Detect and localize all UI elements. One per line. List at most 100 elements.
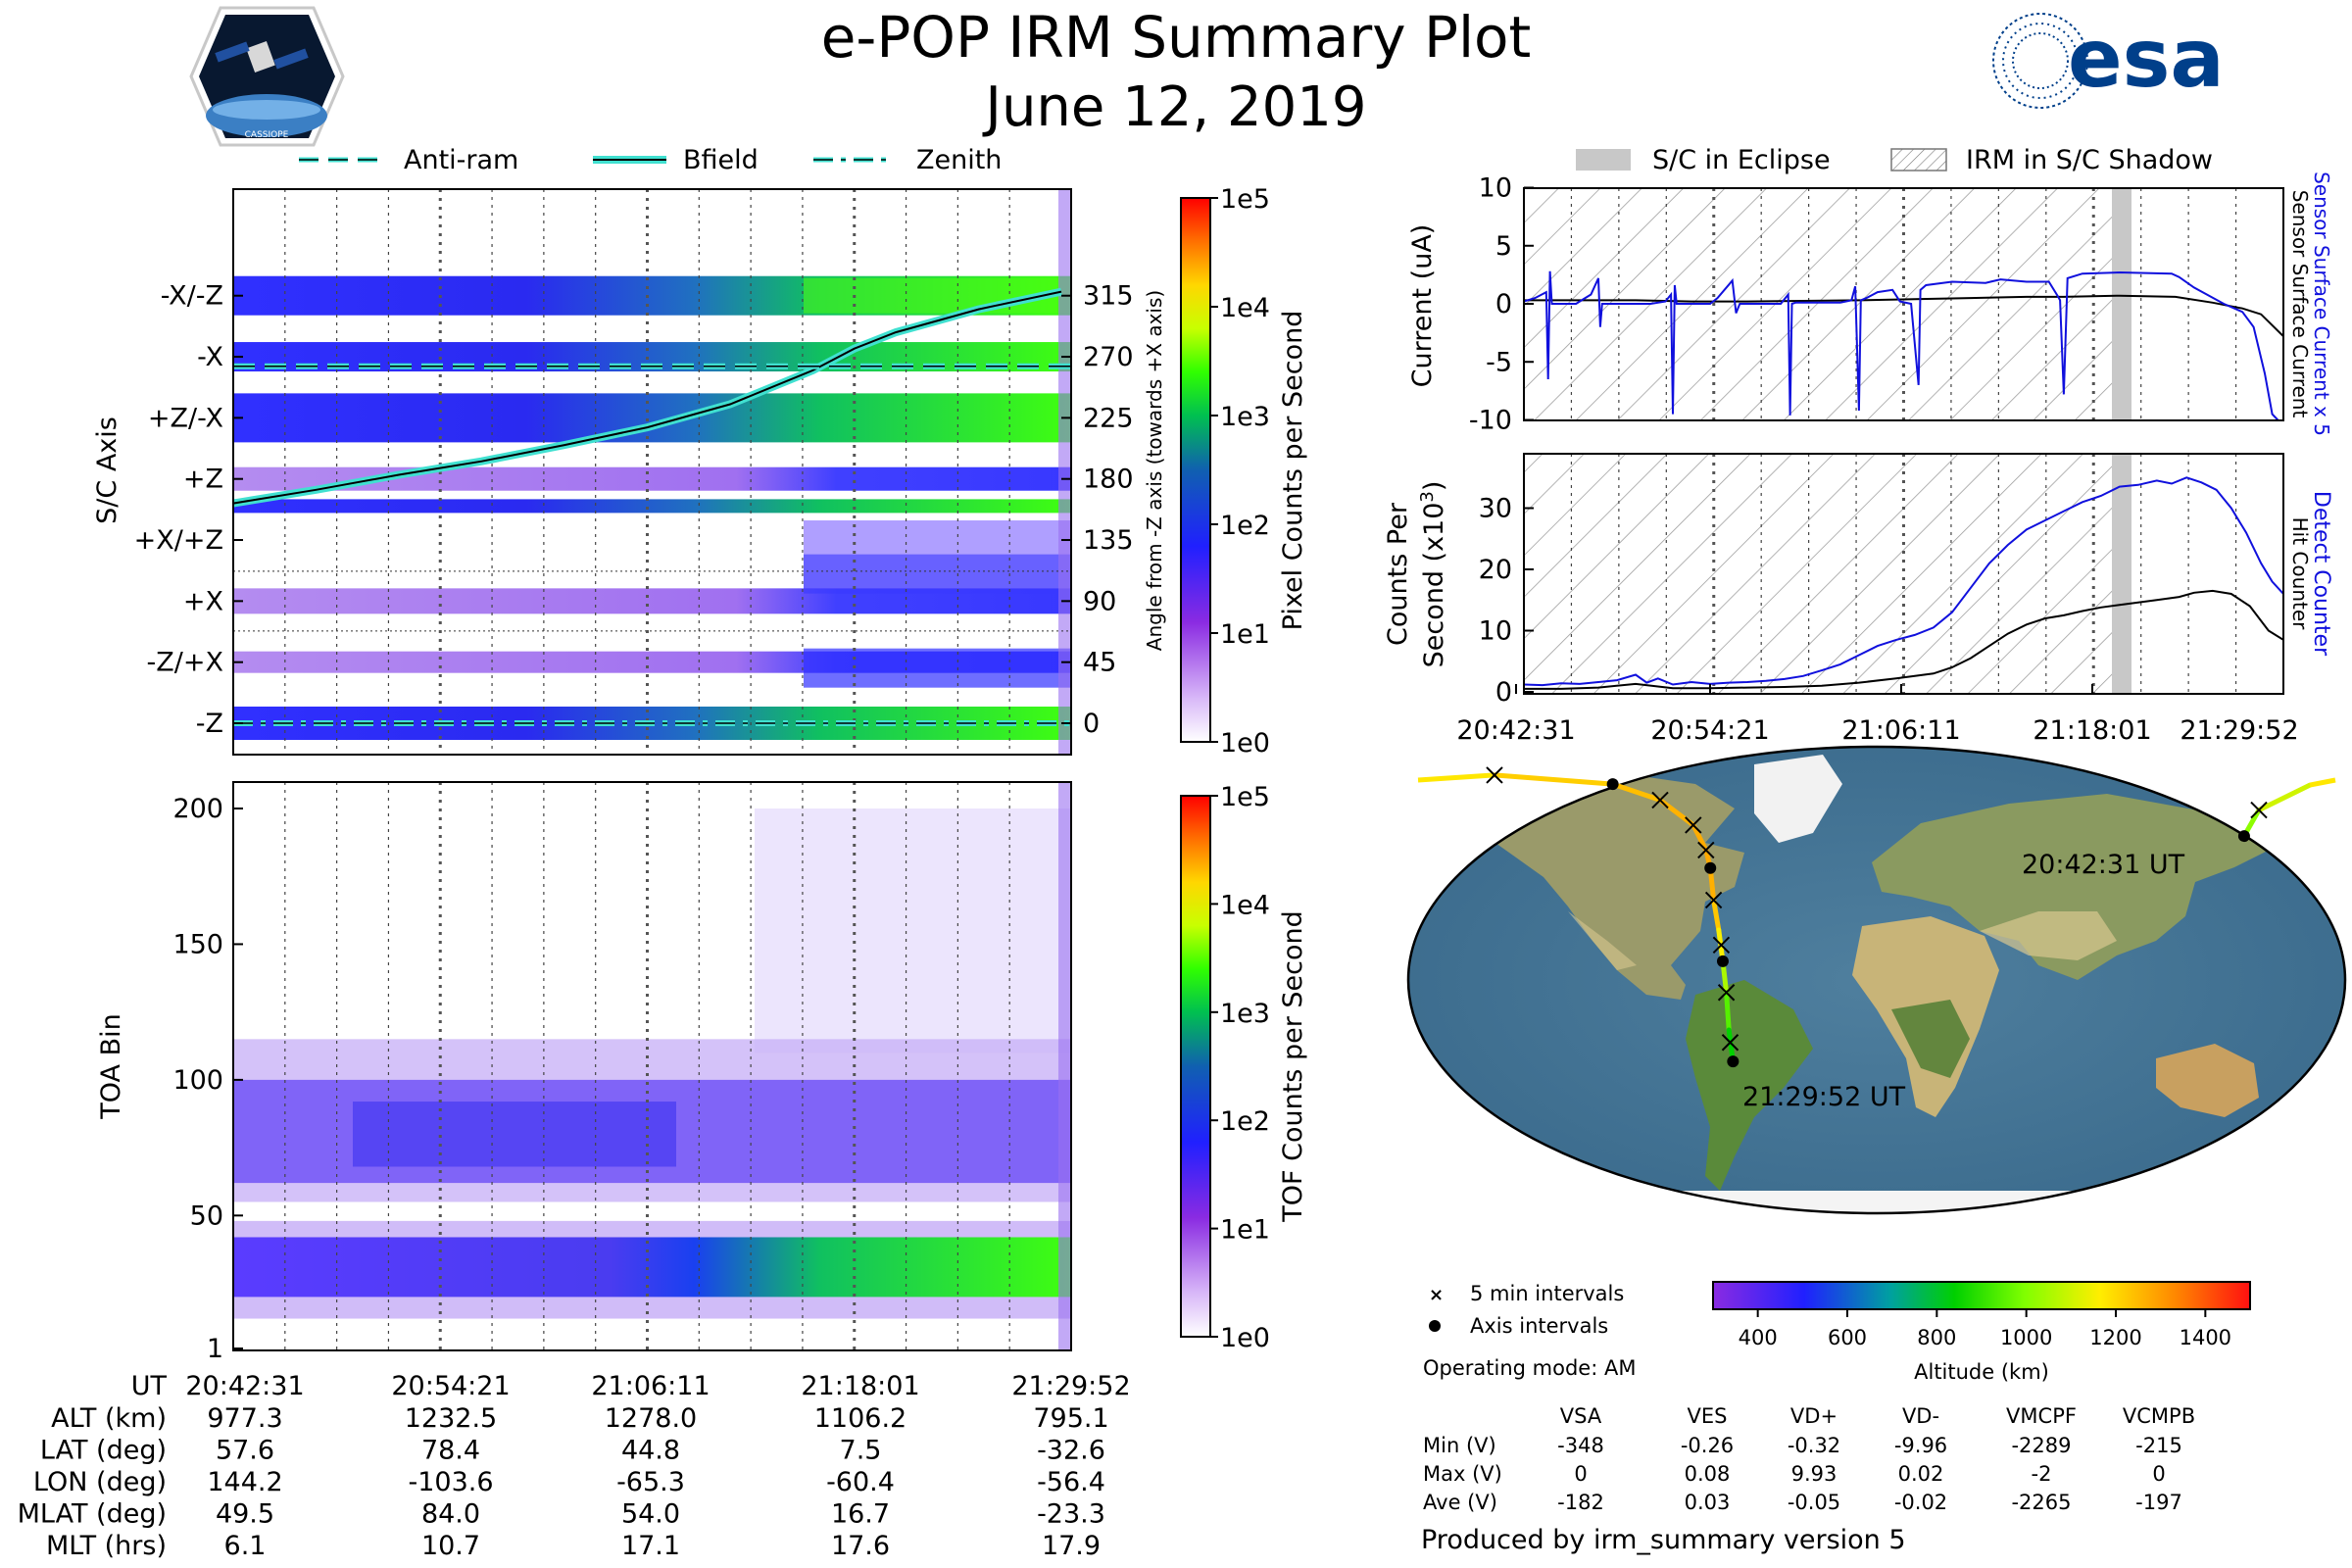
current-right-label-black: Sensor Surface Current (2288, 190, 2312, 418)
voltage-cell-0-1: -0.26 (1681, 1434, 1734, 1457)
voltage-col-5: VCMPB (2123, 1404, 2195, 1428)
ephem-cell-4-4: 17.9 (1042, 1531, 1101, 1561)
counts-xtick-2: 21:06:11 (1841, 715, 1960, 746)
voltage-col-4: VMCPF (2006, 1404, 2077, 1428)
ephem-header-time-5: 21:29:52 (1011, 1371, 1130, 1401)
toa-upper-core (353, 1102, 676, 1167)
counts-xtick-1: 20:54:21 (1650, 715, 1769, 746)
axis-marker-2 (1704, 861, 1717, 874)
sc-angle-ylabel: Angle from -Z axis (towards +X axis) (1143, 290, 1166, 651)
pixel-colorbar-tick-0: 1e5 (1220, 184, 1270, 215)
ephem-header-ut: UT (131, 1371, 168, 1401)
tof-colorbar-tick-5: 1e0 (1220, 1323, 1270, 1353)
track-seg-3-b (1417, 772, 1495, 783)
current-yticks: 10 5 0 -5 -10 (1469, 173, 1534, 436)
sc-angle-tick-1: 270 (1083, 342, 1134, 372)
five-min-marker-0 (2250, 801, 2268, 819)
toa-edge (1058, 782, 1071, 1350)
sc-axis-labels: -X/-Z -X +Z/-X +Z +X/+Z +X -Z/+X -Z (134, 281, 243, 739)
ephem-cell-1-4: -32.6 (1037, 1436, 1105, 1466)
five-min-marker-6 (1712, 936, 1731, 955)
ephem-cell-2-2: -65.3 (616, 1467, 685, 1497)
current-right-label-blue: Sensor Surface Current x 5 (2310, 172, 2333, 436)
toa-ytick-0: 200 (172, 794, 223, 824)
altitude-tick-5: 1400 (2180, 1326, 2231, 1349)
toa-ytick-3: 50 (190, 1200, 223, 1231)
altitude-tick-1: 600 (1828, 1326, 1867, 1349)
altitude-tick-2: 800 (1917, 1326, 1956, 1349)
ephem-cell-4-2: 17.1 (621, 1531, 680, 1561)
sc-angle-tick-5: 90 (1083, 586, 1116, 616)
legend-bfield-label: Bfield (683, 145, 759, 175)
sc-angle-tick-4: 135 (1083, 525, 1134, 556)
ephem-row-label-4: MLT (hrs) (46, 1531, 167, 1561)
counts-ytick-3: 0 (1495, 677, 1512, 708)
top-right-legend: S/C in Eclipse IRM in S/C Shadow (1576, 145, 2213, 175)
tof-colorbar: 1e5 1e4 1e3 1e2 1e1 1e0 TOF Counts per Second (1180, 782, 1308, 1353)
toa-late-noise (755, 808, 1071, 1054)
counts-xtick-0: 20:42:31 (1456, 715, 1575, 746)
pixel-colorbar-tick-1: 1e4 (1220, 293, 1270, 323)
voltage-cell-1-4: -2 (2032, 1462, 2052, 1486)
track-seg-2 (2256, 782, 2313, 813)
ephem-row-label-1: LAT (deg) (40, 1436, 167, 1466)
axis-marker-4 (1727, 1055, 1740, 1068)
ephem-cell-1-0: 57.6 (216, 1436, 274, 1466)
current-ylabel: Current (uA) (1407, 224, 1438, 388)
sc-axis-label-6: -Z/+X (147, 648, 223, 678)
voltage-cell-1-2: 9.93 (1791, 1462, 1838, 1486)
voltage-row-label-2: Ave (V) (1423, 1491, 1497, 1514)
page-title: e-POP IRM Summary Plot (821, 4, 1532, 71)
sensor-current-line (1524, 294, 2283, 337)
altitude-tick-0: 400 (1739, 1326, 1778, 1349)
axis-marker-1 (1606, 778, 1619, 791)
esa-logo-text: esa (2068, 13, 2225, 106)
bfield-line-core (232, 290, 1062, 505)
ephem-cell-4-0: 6.1 (224, 1531, 267, 1561)
voltage-cell-2-3: -0.02 (1894, 1491, 1947, 1514)
toa-vertical-grid (284, 782, 1010, 1350)
ephem-header-time-2: 20:54:21 (391, 1371, 510, 1401)
five-min-marker-8 (1721, 1034, 1740, 1052)
ephem-cell-3-3: 16.7 (831, 1499, 890, 1530)
sc-heat-band-2 (233, 393, 1071, 443)
counts-xtick-4: 21:29:52 (2180, 715, 2298, 746)
tof-colorbar-tick-1: 1e4 (1220, 890, 1270, 920)
counts-ylabel-sup: 3 (1417, 491, 1438, 502)
legend-eclipse-label: S/C in Eclipse (1652, 145, 1831, 175)
sc-heat-edge (1058, 189, 1071, 755)
sc-angle-tick-6: 45 (1083, 648, 1116, 678)
sc-axis-label-2: +Z/-X (148, 403, 223, 433)
ephem-cell-2-0: 144.2 (207, 1467, 282, 1497)
page-date: June 12, 2019 (982, 75, 1366, 139)
sc-axis-label-0: -X/-Z (161, 281, 223, 312)
track-seg-4 (1492, 772, 1616, 787)
ephem-cell-0-2: 1278.0 (605, 1403, 697, 1434)
pixel-colorbar-label: Pixel Counts per Second (1278, 311, 1308, 631)
ephem-row-label-2: LON (deg) (33, 1467, 167, 1497)
counts-vertical-grid (1570, 454, 2237, 694)
sc-axis-label-4: +X/+Z (134, 525, 223, 556)
voltage-table: VSA VES VD+ VD- VMCPF VCMPB Min (V) -348 -0.26 -0… (1423, 1404, 2195, 1514)
counts-right-label-black: Hit Counter (2288, 517, 2312, 630)
track-markers (1486, 766, 2268, 1068)
current-ytick-4: -10 (1469, 406, 1512, 436)
greenland-shape (1754, 755, 1842, 843)
voltage-cell-2-4: -2265 (2011, 1491, 2071, 1514)
south-america-shape (1686, 980, 1813, 1191)
map-start-label: 20:42:31 UT (2022, 850, 2185, 880)
top-left-legend: Anti-ram Bfield Zenith (299, 145, 1002, 175)
ephem-cell-3-1: 84.0 (421, 1499, 480, 1530)
voltage-cell-0-4: -2289 (2011, 1434, 2071, 1457)
pixel-colorbar: 1e5 1e4 1e3 1e2 1e1 1e0 Pixel Counts per Seco… (1180, 184, 1308, 759)
voltage-col-0: VSA (1560, 1404, 1602, 1428)
counts-ytick-2: 10 (1479, 616, 1512, 647)
counts-xtick-3: 21:18:01 (2033, 715, 2151, 746)
voltage-cell-1-5: 0 (2152, 1462, 2165, 1486)
five-min-marker-7 (1717, 984, 1736, 1002)
detect-counter-line (1524, 476, 2283, 687)
ephem-row-label-3: MLAT (deg) (18, 1499, 167, 1530)
axis-marker-0 (2237, 830, 2250, 843)
cassiope-logo-icon: CASSIOPE (189, 6, 345, 147)
tof-colorbar-tick-0: 1e5 (1220, 782, 1270, 812)
